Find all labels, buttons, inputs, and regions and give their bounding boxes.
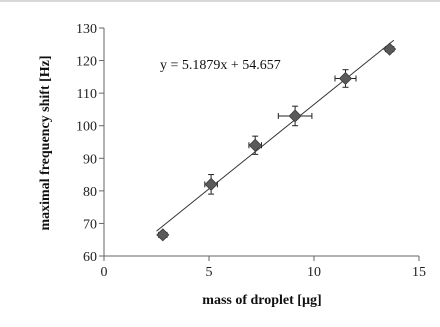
y-tick-label: 70 bbox=[83, 217, 97, 232]
y-tick-label: 60 bbox=[83, 250, 97, 265]
y-tick-label: 100 bbox=[76, 120, 97, 135]
x-axis-title: mass of droplet [µg] bbox=[202, 293, 321, 308]
diamond-marker bbox=[288, 109, 302, 123]
diamond-marker bbox=[383, 42, 397, 56]
data-point bbox=[248, 135, 262, 155]
y-tick-label: 80 bbox=[83, 185, 97, 200]
axes: 60 70 80 90 100 110 120 130 0 5 10 15 bbox=[76, 22, 426, 280]
data-point bbox=[277, 105, 313, 127]
y-axis-title: maximal frequency shift [Hz] bbox=[38, 55, 53, 230]
y-tick-label: 120 bbox=[76, 55, 97, 70]
data-point bbox=[156, 228, 170, 242]
diamond-marker bbox=[156, 228, 170, 242]
x-tick-label: 0 bbox=[101, 265, 108, 280]
data-point bbox=[383, 42, 397, 56]
trendline bbox=[156, 39, 395, 232]
data-point bbox=[334, 69, 357, 88]
diamond-marker bbox=[248, 138, 262, 152]
x-tick-label: 5 bbox=[206, 265, 213, 280]
diamond-marker bbox=[204, 177, 218, 191]
y-tick-label: 90 bbox=[83, 152, 97, 167]
x-tick-label: 15 bbox=[412, 265, 426, 280]
data-points bbox=[156, 42, 397, 242]
trendline-equation: y = 5.1879x + 54.657 bbox=[160, 58, 281, 73]
y-tick-label: 110 bbox=[77, 87, 97, 102]
diamond-marker bbox=[338, 71, 353, 86]
y-tick-label: 130 bbox=[76, 22, 97, 37]
trendline-group bbox=[156, 39, 395, 232]
data-point bbox=[204, 174, 218, 195]
x-tick-label: 10 bbox=[307, 265, 321, 280]
